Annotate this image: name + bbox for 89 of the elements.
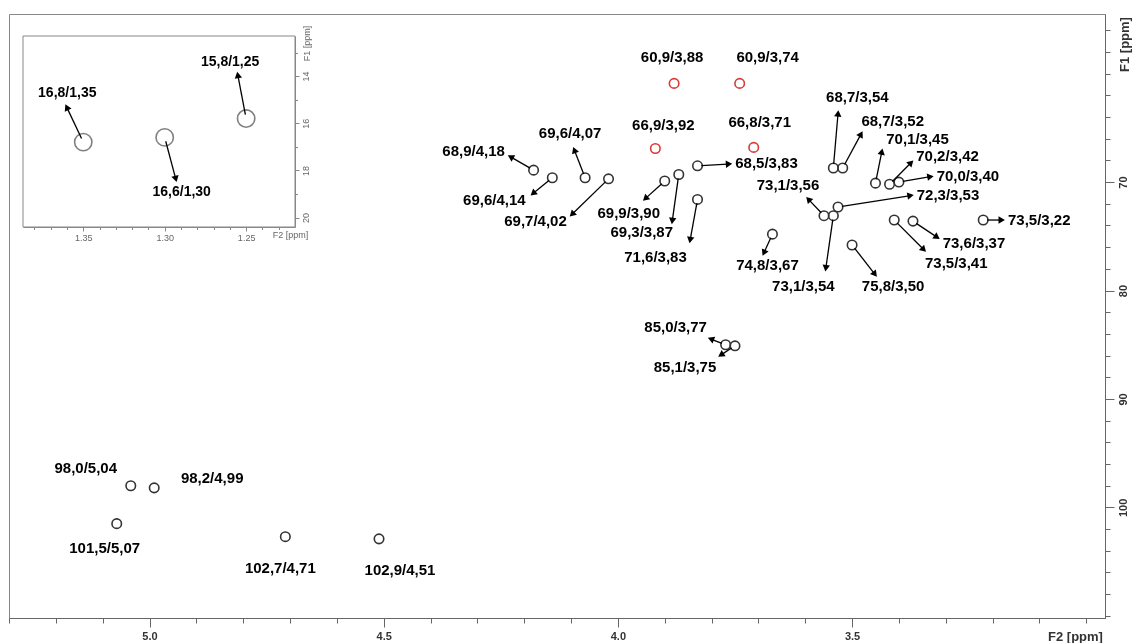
point: [111, 518, 123, 530]
point: [818, 210, 830, 222]
annotation: 69,9/3,90: [597, 203, 661, 221]
point: [673, 168, 685, 181]
point: [720, 339, 732, 351]
point: [893, 176, 905, 188]
x-tick-label: 3.5: [844, 629, 861, 642]
point: [528, 164, 540, 176]
y-tick-label: 14: [300, 71, 311, 82]
point: [977, 214, 989, 226]
x-tick-label: 4.0: [610, 629, 627, 642]
annotation: 66,8/3,71: [728, 113, 791, 131]
point: [832, 201, 844, 213]
annotation: 69,7/4,02: [504, 211, 567, 229]
point: [649, 142, 661, 154]
annotation: 70,2/3,42: [916, 147, 979, 165]
annotation: 102,9/4,51: [364, 560, 436, 578]
x-tick-label: 1.35: [75, 232, 93, 243]
point: [236, 109, 256, 128]
point: [579, 172, 591, 184]
annotation: 73,1/3,56: [756, 175, 820, 193]
annotation: 98,2/4,99: [180, 468, 244, 486]
annotation: 85,0/3,77: [644, 317, 707, 335]
y-tick-label: 100: [1116, 498, 1129, 518]
point: [729, 340, 741, 352]
y-tick-label: 90: [1116, 393, 1129, 406]
point: [748, 141, 760, 153]
annotation: 68,9/4,18: [442, 142, 505, 160]
point: [734, 77, 746, 89]
annotation: 16,6/1,30: [152, 183, 212, 200]
annotation: 73,1/3,54: [772, 276, 836, 294]
annotation: 101,5/5,07: [69, 538, 141, 556]
point: [659, 175, 671, 187]
annotation: 15,8/1,25: [200, 52, 260, 69]
point: [546, 172, 558, 184]
x-tick-label: 4.5: [376, 629, 392, 642]
annotation: 72,3/3,53: [916, 186, 980, 204]
point: [691, 193, 704, 205]
point: [907, 215, 919, 227]
point: [837, 162, 849, 174]
point: [155, 127, 175, 147]
point: [125, 480, 137, 492]
annotation: 16,8/1,35: [38, 84, 97, 101]
y-tick-label: 20: [300, 213, 311, 224]
annotation: 73,5/3,22: [1007, 211, 1071, 229]
annotation: 85,1/3,75: [653, 357, 717, 375]
point: [884, 178, 896, 190]
annotation: 68,7/3,54: [826, 87, 890, 105]
x-axis-title: F2 [ppm]: [272, 229, 309, 240]
y-tick-label: 80: [1116, 284, 1129, 298]
annotation: 75,8/3,50: [861, 276, 925, 294]
annotation: 68,7/3,52: [861, 111, 924, 129]
annotation: 73,5/3,41: [924, 254, 988, 272]
annotation: 70,0/3,40: [936, 167, 1000, 185]
point: [827, 210, 839, 222]
annotation: 70,1/3,45: [886, 130, 949, 148]
annotation: 73,6/3,37: [942, 234, 1006, 252]
annotation: 69,6/4,07: [538, 123, 602, 141]
y-axis-title: F1 [ppm]: [301, 25, 312, 62]
annotation: 60,9/3,74: [736, 48, 800, 66]
point: [827, 162, 839, 174]
x-axis-title: F2 [ppm]: [1048, 628, 1103, 643]
point: [766, 228, 778, 240]
y-tick-label: 70: [1116, 176, 1129, 189]
point: [279, 531, 291, 543]
point: [691, 160, 704, 172]
annotation: 71,6/3,83: [624, 248, 687, 266]
point: [373, 533, 385, 545]
point: [869, 177, 882, 189]
annotation: 60,9/3,88: [640, 48, 704, 66]
annotation: 69,3/3,87: [610, 223, 674, 241]
x-tick-label: 1.25: [237, 232, 256, 243]
point: [888, 214, 900, 226]
annotation: 98,0/5,04: [54, 458, 118, 476]
point: [846, 239, 858, 251]
y-axis-title: F1 [ppm]: [1116, 17, 1132, 72]
point: [602, 173, 615, 185]
y-tick-label: 16: [300, 118, 311, 129]
annotation: 68,5/3,83: [735, 153, 798, 171]
y-tick-label: 18: [300, 165, 311, 176]
annotation: 66,9/3,92: [632, 116, 695, 134]
annotation: 69,6/4,14: [463, 190, 527, 208]
point: [668, 77, 680, 89]
x-tick-label: 1.30: [156, 232, 174, 243]
point: [148, 482, 160, 494]
x-tick-label: 5.0: [142, 629, 158, 642]
annotation: 102,7/4,71: [244, 558, 316, 576]
annotation: 74,8/3,67: [736, 256, 799, 274]
point: [73, 132, 93, 152]
